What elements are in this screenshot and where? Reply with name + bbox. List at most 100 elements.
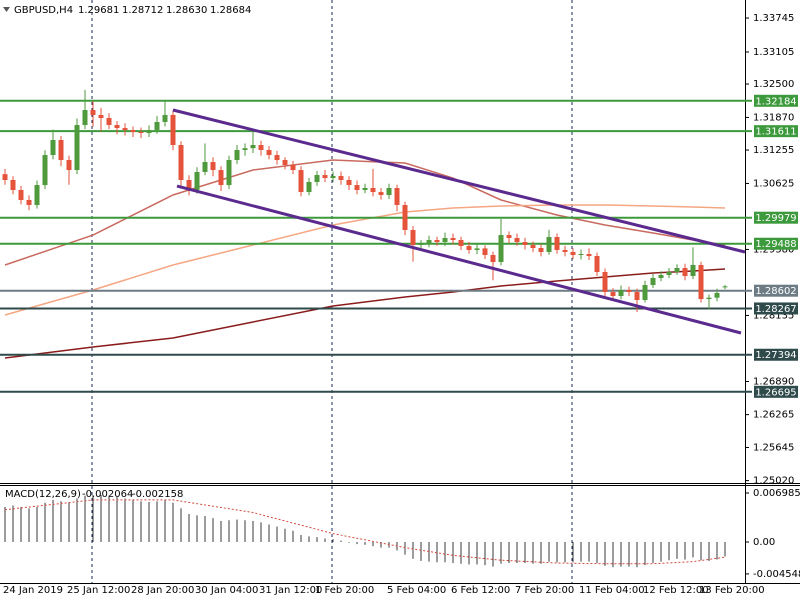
y-tick-label: 1.26890 [753,376,794,387]
quote-label: 1.28684 [210,5,251,16]
indicator-title: MACD(12,26,9) [5,489,81,500]
candle-body [322,175,328,179]
candle-body [394,188,400,206]
histogram-bar [660,541,662,562]
candle-body [386,188,392,196]
level-label: 1.28267 [755,304,796,315]
candle-body [378,192,384,196]
histogram-bar [20,506,22,542]
x-tick-label: 5 Feb 04:00 [387,585,446,596]
histogram-bar [228,520,230,542]
candle-body [634,292,640,300]
histogram-bar [620,541,622,567]
histogram-bar [340,540,342,542]
histogram-bar [284,528,286,542]
candle-body [530,244,536,249]
candle-body [554,236,560,250]
candle-body [642,285,648,300]
histogram-bar [68,502,70,542]
histogram-bar [28,508,30,542]
histogram-bar [364,541,366,545]
histogram-bar [460,541,462,564]
histogram-bar [132,499,134,542]
y-tick-label: 1.30625 [753,178,794,189]
histogram-bar [116,497,118,542]
candle-body [82,110,88,126]
candle-body [442,238,448,243]
level-label-box [754,125,798,138]
histogram-bar [76,498,78,542]
candle-body [106,118,112,126]
x-tick-label: 30 Jan 04:00 [195,585,258,596]
histogram-bar [420,541,422,561]
histogram-bar [596,541,598,564]
y-tick-label: 1.31255 [753,145,794,156]
histogram-bar [452,541,454,564]
candle-body [298,170,304,193]
histogram-bar [500,541,502,564]
histogram-bar [180,508,182,542]
histogram-bar [356,541,358,545]
candle-body [538,248,544,252]
histogram-bar [212,518,214,542]
histogram-bar [716,541,718,560]
histogram-bar [268,524,270,542]
histogram-bar [532,541,534,564]
candle-body [346,179,352,186]
level-label-box [754,94,798,107]
candle-body [506,235,512,239]
y-tick-label: -0.004548 [753,569,800,580]
histogram-bar [580,541,582,562]
histogram-bar [4,506,6,542]
histogram-bar [156,501,158,542]
moving-average [4,204,726,316]
histogram-bar [668,541,670,561]
histogram-bar [588,541,590,562]
candle-body [578,254,584,256]
histogram-bar [84,495,86,542]
histogram-bar [188,513,190,542]
candle-body [682,268,688,277]
candle-body [290,164,296,171]
level-label-box [754,302,798,315]
histogram-bar [260,522,262,542]
candle-body [218,170,224,186]
histogram-bar [484,541,486,566]
histogram-bar [700,541,702,561]
x-tick-label: 7 Feb 20:00 [515,585,574,596]
histogram-bar [108,495,110,542]
candle-body [34,185,40,206]
candle-body [2,174,8,180]
menu-icon [3,7,10,12]
candle-body [226,160,232,186]
candle-body [194,171,200,191]
y-tick-label: 1.31870 [753,112,794,123]
candle-body [690,264,696,277]
histogram-bar [724,541,726,557]
candle-body [330,176,336,179]
histogram-bar [468,541,470,565]
candle-body [162,114,168,122]
histogram-bar [44,502,46,542]
candle-body [146,130,152,134]
candle-body [674,268,680,272]
x-tick-label: 12 Feb 12:00 [643,585,709,596]
histogram-bar [372,541,374,547]
histogram-bar [676,541,678,559]
candle-body [130,130,136,133]
candle-body [250,145,256,149]
candle-body [594,256,600,272]
level-label: 1.27394 [755,350,796,361]
y-tick-label: 1.32500 [753,79,794,90]
histogram-bar [36,506,38,542]
candle-body [370,188,376,193]
candle-body [282,160,288,165]
histogram-bar [684,541,686,560]
candle-body [234,149,240,161]
candle-body [698,264,704,300]
candle-body [354,185,360,191]
candle-body [562,249,568,252]
histogram-bar [508,541,510,564]
histogram-bar [612,541,614,568]
